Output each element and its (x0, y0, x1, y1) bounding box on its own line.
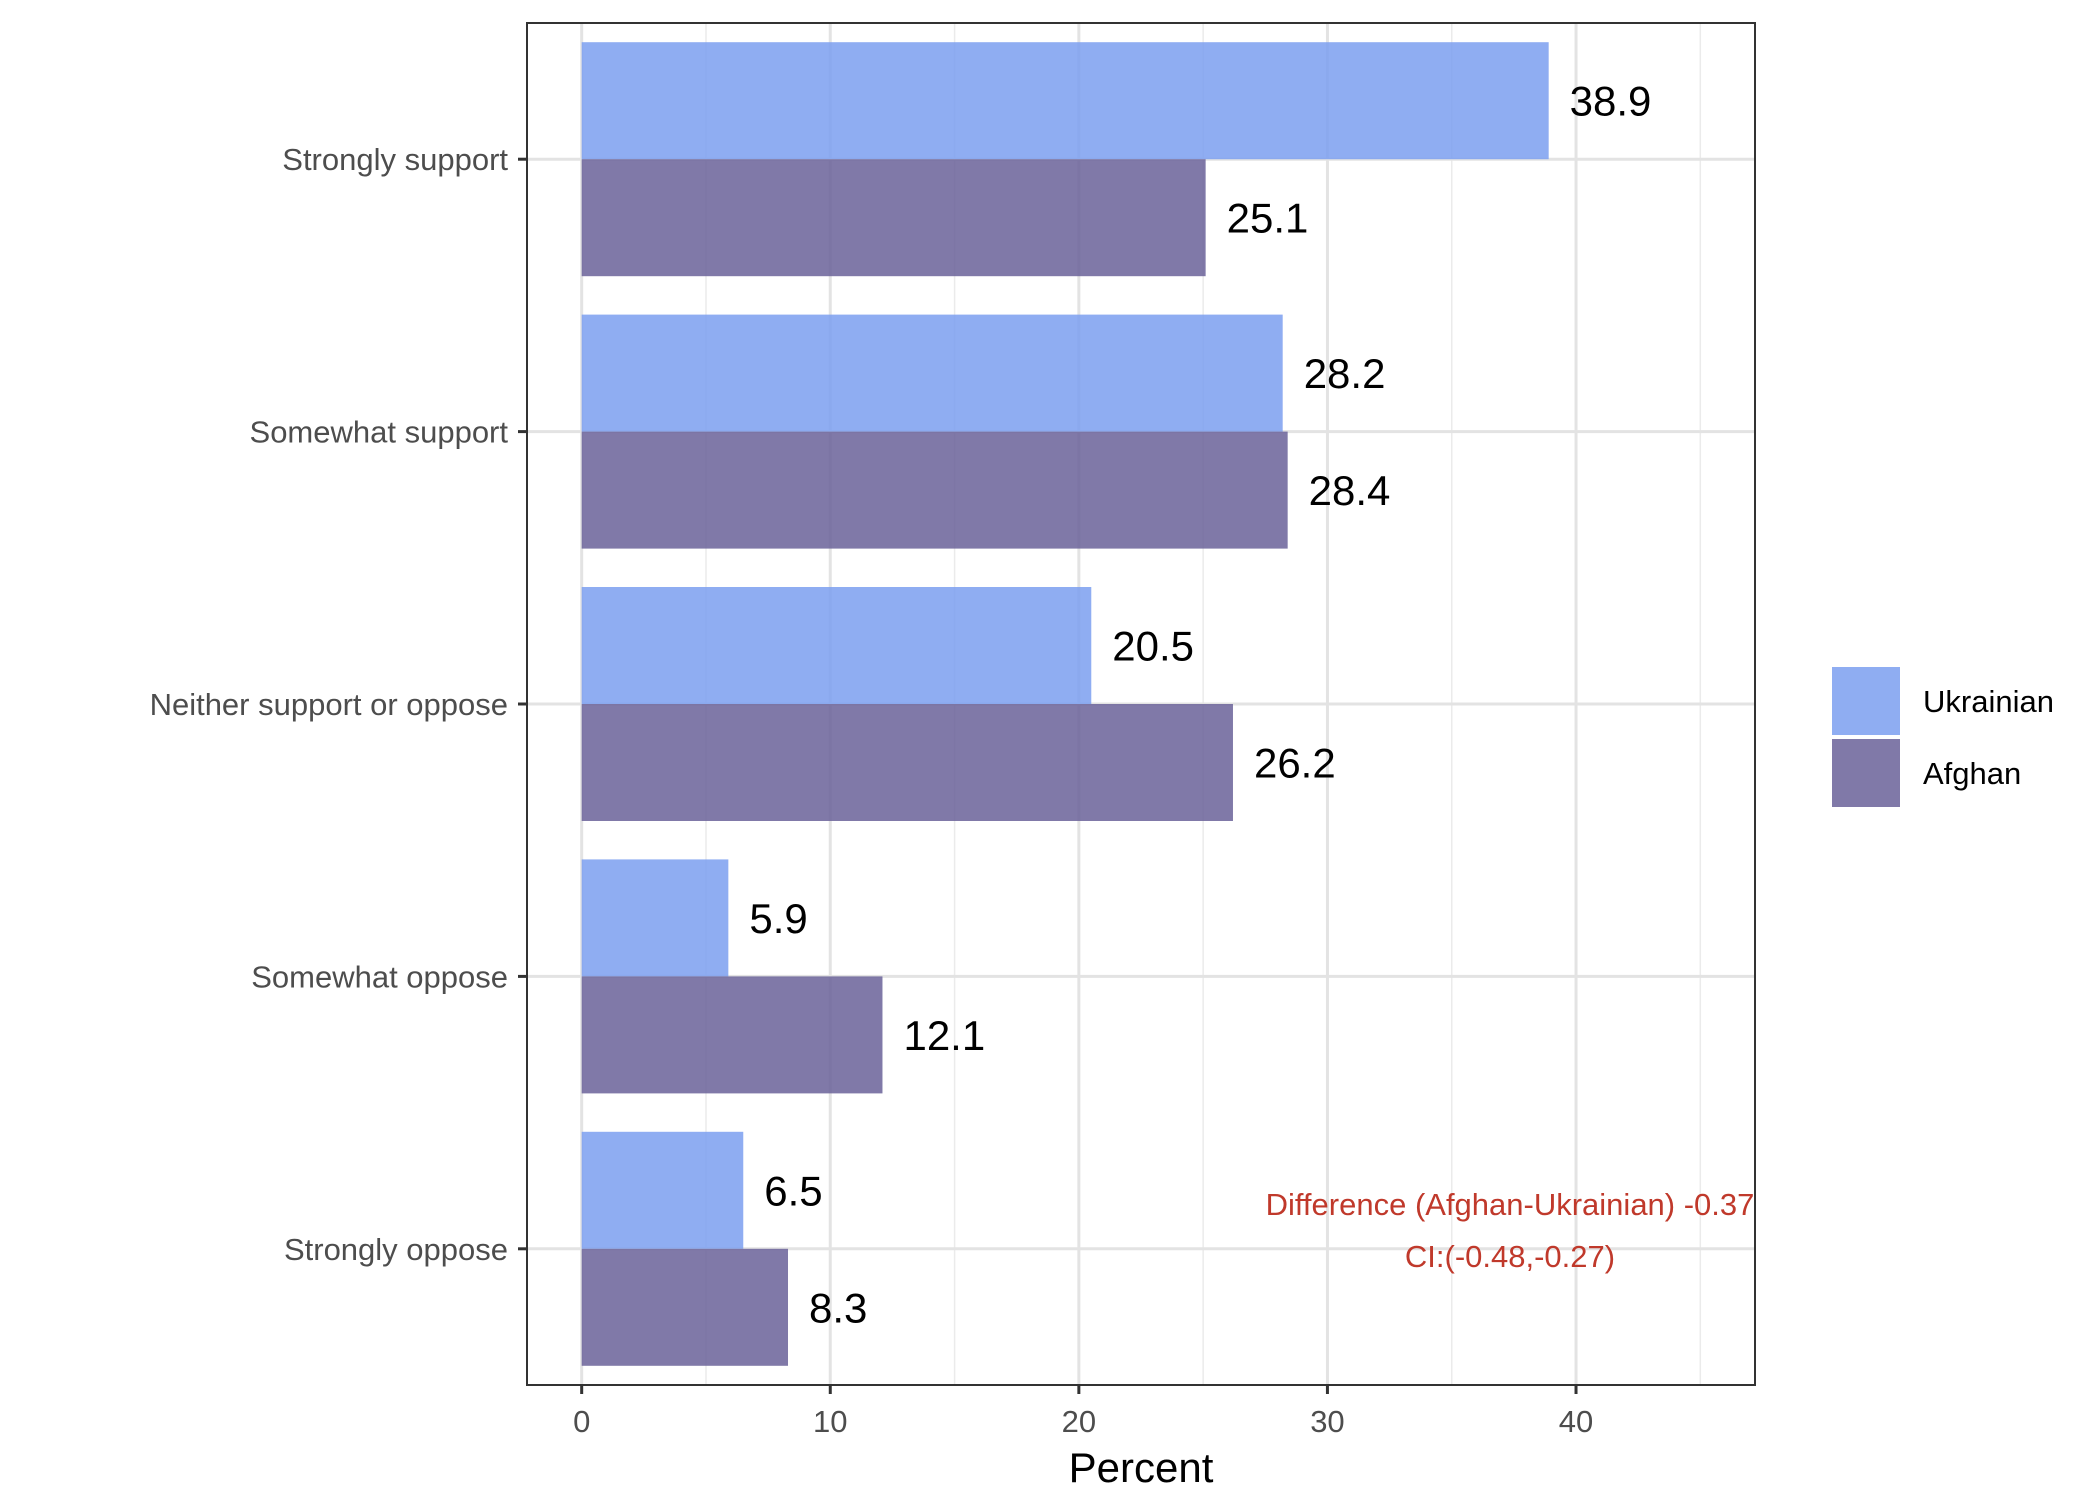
x-tick-label: 10 (813, 1404, 847, 1439)
bar-ukrainian (581, 587, 1092, 704)
value-label: 25.1 (1227, 195, 1309, 242)
annotation-line-2: CI:(-0.48,-0.27) (1405, 1239, 1615, 1274)
category-label: Somewhat oppose (251, 959, 508, 994)
value-label: 20.5 (1112, 623, 1194, 670)
bar-afghan (581, 431, 1288, 549)
annotation-line-1: Difference (Afghan-Ukrainian) -0.37 (1266, 1187, 1755, 1222)
value-label: 26.2 (1254, 740, 1336, 787)
x-tick-label: 20 (1062, 1404, 1096, 1439)
bar-afghan (581, 1248, 789, 1366)
value-label: 8.3 (809, 1284, 867, 1331)
category-label: Strongly oppose (284, 1232, 508, 1267)
bar-ukrainian (581, 859, 729, 977)
x-tick-label: 30 (1310, 1404, 1344, 1439)
bar-ukrainian (581, 42, 1549, 160)
category-label: Somewhat support (250, 415, 509, 450)
bar-afghan (581, 159, 1206, 277)
value-label: 38.9 (1570, 78, 1652, 125)
x-axis: 0 10 20 30 40 (573, 1385, 1593, 1439)
bars (581, 42, 1549, 1366)
bar-ukrainian (581, 314, 1283, 432)
category-label: Strongly support (282, 142, 508, 177)
x-axis-title: Percent (1069, 1444, 1214, 1491)
legend-label-ukrainian: Ukrainian (1923, 684, 2054, 719)
legend: Ukrainian Afghan (1832, 667, 2054, 807)
value-label: 12.1 (903, 1012, 985, 1059)
x-tick-label: 0 (573, 1404, 590, 1439)
bar-afghan (581, 976, 883, 1094)
bar-afghan (581, 704, 1233, 821)
legend-swatch-ukrainian (1832, 667, 1900, 735)
category-label: Neither support or oppose (150, 687, 508, 722)
y-axis: Strongly support Somewhat support Neither … (150, 142, 527, 1267)
value-labels: 38.9 25.1 28.2 28.4 20.5 26.2 5.9 12.1 6.5 8.3 (749, 78, 1651, 1332)
value-label: 5.9 (749, 895, 807, 942)
legend-swatch-afghan (1832, 739, 1900, 807)
value-label: 6.5 (764, 1167, 822, 1214)
bar-ukrainian (581, 1131, 744, 1249)
x-tick-label: 40 (1559, 1404, 1593, 1439)
value-label: 28.4 (1309, 467, 1391, 514)
legend-label-afghan: Afghan (1923, 756, 2021, 791)
value-label: 28.2 (1304, 350, 1386, 397)
